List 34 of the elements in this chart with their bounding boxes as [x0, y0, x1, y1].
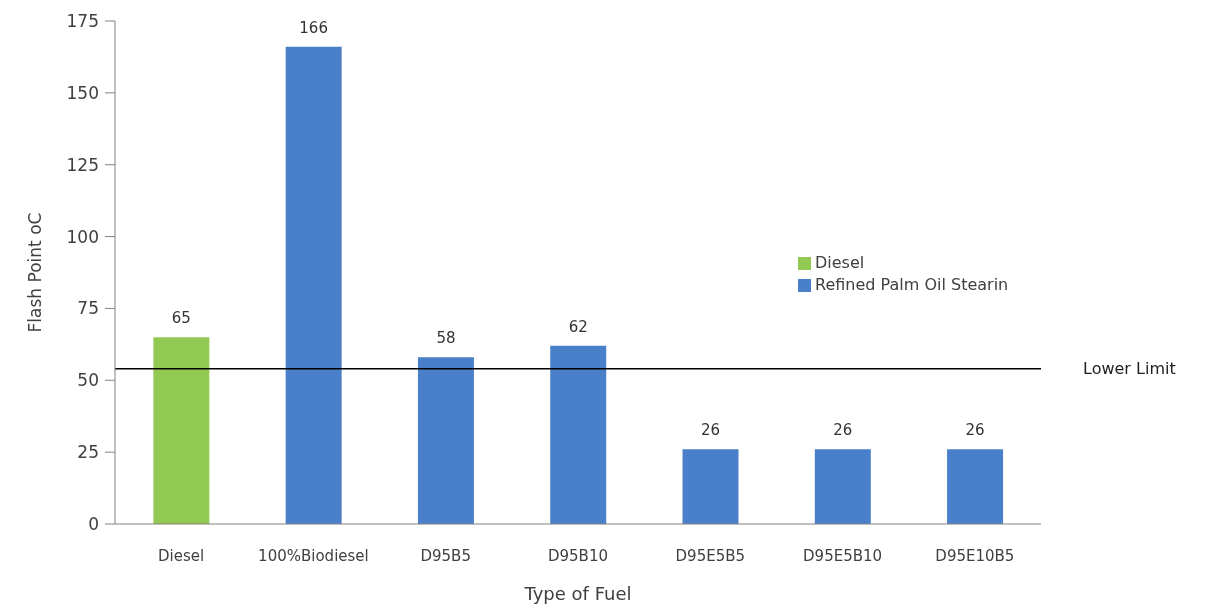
data-label: 26 [700, 421, 721, 440]
data-label: 58 [436, 329, 456, 348]
y-tick-label: 25 [77, 442, 99, 463]
bar [417, 357, 474, 524]
x-tick-label: D95B10 [547, 546, 609, 565]
y-tick-label: 75 [77, 298, 99, 319]
bar [814, 449, 871, 524]
y-tick-label: 150 [66, 82, 99, 103]
bar [550, 345, 607, 524]
data-label: 26 [965, 421, 985, 440]
bar [947, 449, 1004, 524]
y-axis-title: Flash Point oC [25, 212, 46, 333]
bar [682, 449, 739, 524]
x-tick-label: D95B5 [420, 546, 471, 565]
data-label: 62 [568, 317, 588, 336]
x-tick-label: Diesel [158, 546, 205, 565]
x-tick-label: D95E10B5 [935, 546, 1015, 565]
x-axis-title: Type of Fuel [523, 583, 632, 604]
y-tick-label: 50 [77, 370, 99, 391]
x-tick-label: D95E5B10 [803, 546, 883, 565]
data-label: 65 [171, 309, 191, 328]
y-tick-label: 175 [66, 11, 99, 32]
bar [153, 337, 210, 524]
data-label: 166 [299, 18, 328, 37]
legend-label: Diesel [815, 253, 865, 272]
x-tick-label: 100%Biodiesel [258, 546, 369, 565]
x-tick-label: D95E5B5 [675, 546, 746, 565]
data-label: 26 [833, 421, 853, 440]
bar [285, 46, 342, 524]
y-tick-label: 0 [88, 514, 99, 535]
ref-line-label: Lower Limit [1083, 359, 1176, 379]
legend-label: Refined Palm Oil Stearin [815, 275, 1009, 294]
y-tick-label: 125 [66, 154, 99, 175]
y-tick-label: 100 [66, 226, 99, 247]
